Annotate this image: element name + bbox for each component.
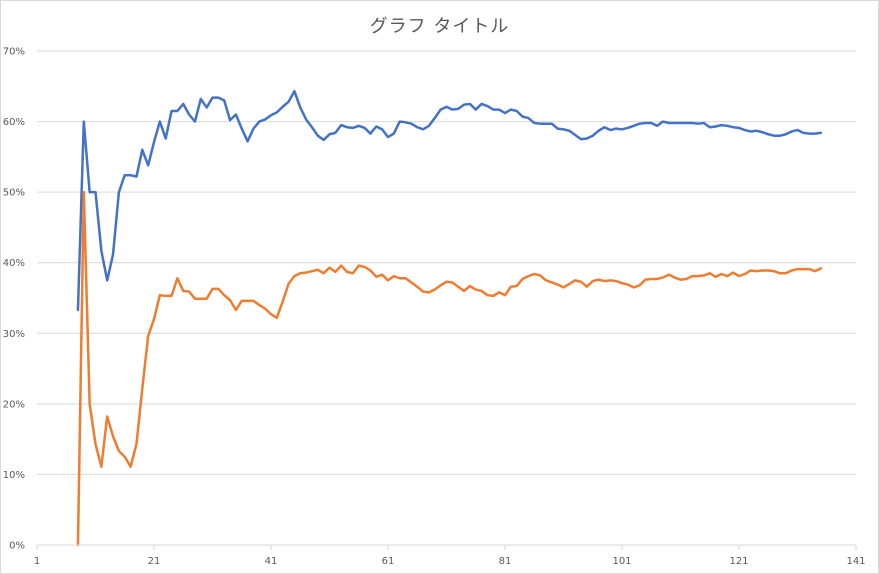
y-tick-label: 70% <box>3 47 25 58</box>
y-tick-label: 10% <box>3 470 25 481</box>
y-tick-label: 0% <box>9 541 25 552</box>
series-line-2 <box>76 190 823 547</box>
y-tick-label: 40% <box>3 258 25 269</box>
y-tick-label: 30% <box>3 329 25 340</box>
x-tick-label: 141 <box>846 556 865 567</box>
x-axis-ticks: 1 21 41 61 81 101 121 141 <box>34 545 866 567</box>
y-axis-ticks: 0% 10% 20% 30% 40% 50% 60% 70% <box>3 47 25 552</box>
x-tick-label: 1 <box>34 556 40 567</box>
x-tick-label: 61 <box>382 556 395 567</box>
chart-title: グラフ タイトル <box>369 16 510 37</box>
series-lines <box>76 89 823 547</box>
x-tick-label: 101 <box>612 556 631 567</box>
series-line-1 <box>76 89 823 312</box>
x-tick-label: 81 <box>499 556 512 567</box>
y-tick-label: 50% <box>3 188 25 199</box>
x-tick-label: 41 <box>265 556 278 567</box>
x-tick-label: 121 <box>729 556 748 567</box>
y-tick-label: 20% <box>3 399 25 410</box>
x-tick-label: 21 <box>148 556 161 567</box>
y-tick-label: 60% <box>3 117 25 128</box>
gridlines <box>37 50 856 475</box>
